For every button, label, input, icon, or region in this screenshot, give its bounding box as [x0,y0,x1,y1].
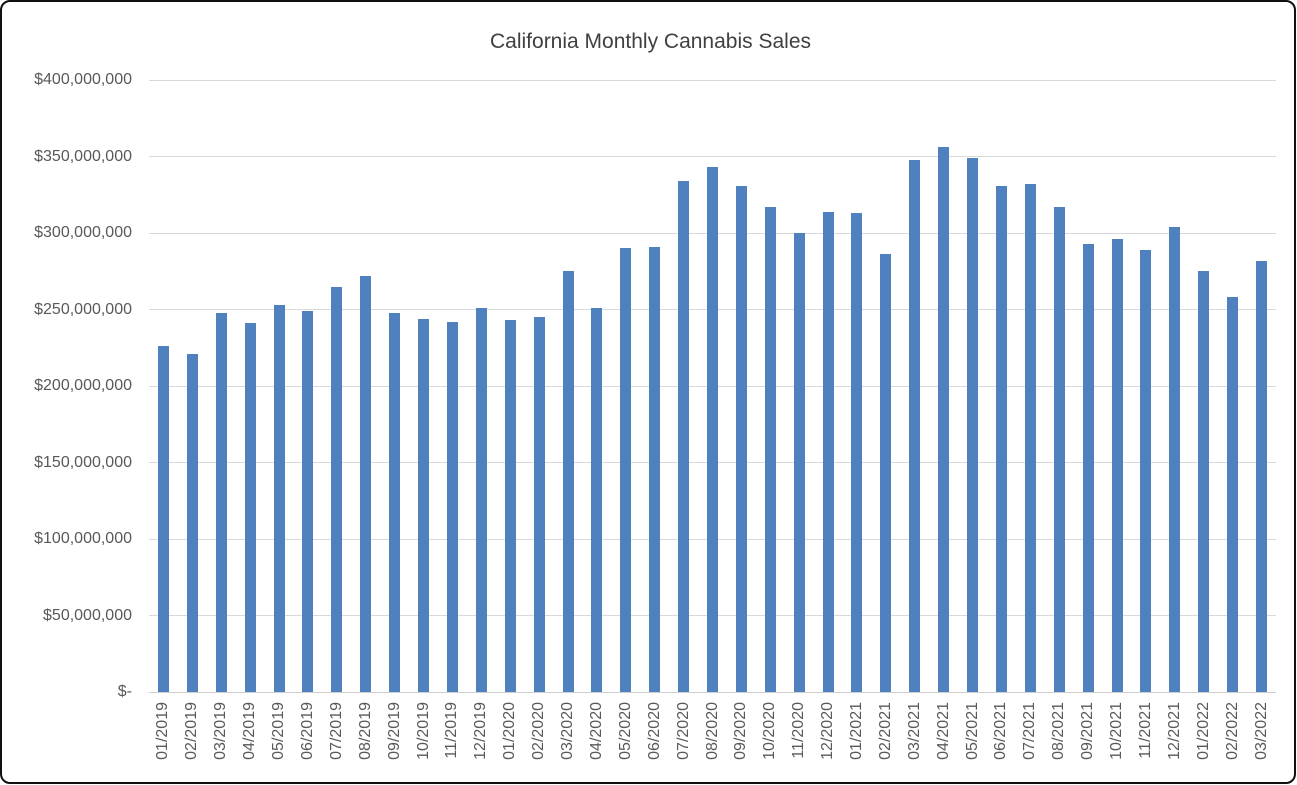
bar-02-2020 [533,317,545,692]
x-axis-tick-label: 07/2021 [1021,702,1039,760]
y-axis-tick-label: $400,000,000 [34,71,132,88]
x-axis-tick-label: 08/2019 [356,702,374,760]
x-axis-tick-label: 03/2020 [559,702,576,760]
bar-10-2020 [764,207,776,692]
bar-11-2021 [1140,249,1152,692]
bar-10-2021 [1111,239,1123,692]
bar-04-2021 [938,147,950,692]
x-axis-tick-label: 12/2021 [1165,702,1183,760]
x-axis-tick-label: 04/2020 [587,702,605,760]
x-axis-tick-label: 04/2019 [241,702,259,760]
x-axis-tick-label: 01/2019 [154,702,172,760]
bar-03-2020 [562,271,574,692]
bar-12-2019 [475,307,487,692]
x-axis-tick-label: 03/2019 [212,702,230,760]
x-axis-tick-label: 02/2020 [530,702,548,760]
x-axis-tick-label: 02/2022 [1223,702,1241,760]
y-axis-tick-label: $350,000,000 [34,147,132,165]
gridline-400000000 [149,79,1276,81]
bar-08-2020 [707,167,718,692]
y-axis-tick-label: $150,000,000 [34,453,132,471]
x-axis-tick-label: 11/2020 [790,702,808,759]
x-axis-tick-label: 08/2021 [1050,702,1068,760]
bar-01-2021 [851,213,863,692]
x-axis-tick-label: 06/2021 [992,702,1010,760]
bar-01-2022 [1198,271,1210,692]
bar-02-2021 [880,254,892,692]
x-axis-tick-label: 05/2019 [270,702,288,760]
chart-title: California Monthly Cannabis Sales [490,30,811,53]
y-axis-tick-label: $100,000,000 [34,530,132,547]
gridline-350000000 [149,156,1276,157]
bar-02-2022 [1227,297,1239,692]
bar-12-2020 [822,211,834,692]
bar-07-2020 [678,180,690,692]
x-axis-tick-label: 02/2021 [876,702,894,760]
y-axis-tick-label: $200,000,000 [34,377,132,394]
bar-08-2019 [360,275,372,692]
bar-01-2020 [504,320,516,692]
bar-07-2019 [331,286,343,692]
x-axis-tick-label: 10/2020 [761,702,779,760]
y-axis-tick-label: $250,000,000 [34,300,132,318]
bar-09-2019 [389,312,401,692]
bar-06-2021 [995,185,1007,692]
x-axis-tick-label: 07/2019 [327,702,345,760]
x-axis-tick-label: 12/2020 [819,702,837,760]
x-axis-tick-label: 01/2022 [1194,702,1212,760]
bar-12-2021 [1169,226,1181,692]
bar-09-2020 [735,185,747,692]
x-axis-tick-label: 08/2020 [703,702,721,760]
plot-area [149,79,1276,693]
x-axis-tick-label: 07/2020 [674,702,692,760]
x-axis-tick-label: 01/2021 [847,702,865,760]
bar-05-2019 [273,304,285,692]
x-axis-tick-label: 05/2021 [963,702,981,760]
bar-11-2019 [446,321,458,692]
x-axis-line [149,692,1276,693]
bar-06-2019 [302,311,314,692]
x-axis-tick-label: 05/2020 [616,702,634,760]
bar-06-2020 [649,246,661,692]
y-axis-tick-label: $50,000,000 [43,606,132,624]
x-axis-tick-label: 11/2019 [443,702,461,759]
bar-10-2019 [418,318,430,692]
bar-07-2021 [1024,184,1036,692]
bar-02-2019 [186,353,198,692]
x-axis-tick-label: 01/2020 [501,702,519,760]
x-axis-tick-label: 10/2021 [1108,702,1126,760]
x-axis-tick-label: 04/2021 [934,702,952,760]
x-axis-tick-label: 03/2021 [905,702,923,760]
x-axis-tick-label: 12/2019 [472,702,490,760]
bar-05-2020 [620,248,632,692]
x-axis-tick-label: 02/2019 [183,702,201,760]
x-axis-tick-label: 10/2019 [414,702,432,760]
x-axis-tick-label: 09/2021 [1079,702,1097,760]
bar-01-2019 [157,346,169,692]
x-axis-tick-label: 06/2020 [645,702,663,760]
x-axis-tick-label: 06/2019 [298,702,316,760]
bar-04-2020 [591,307,603,692]
bar-03-2022 [1256,260,1268,692]
bar-04-2019 [244,323,256,692]
bar-05-2021 [967,158,979,692]
bar-03-2019 [215,312,227,692]
bar-03-2021 [909,159,921,692]
x-axis-tick-label: 09/2019 [385,702,403,760]
x-axis-tick-label: 09/2020 [732,702,750,760]
bar-08-2021 [1053,207,1065,692]
bar-09-2021 [1082,243,1094,692]
x-axis-tick-label: 11/2021 [1136,702,1154,759]
bar-11-2020 [793,233,805,692]
x-axis-tick-label: 03/2022 [1252,702,1270,760]
y-axis-tick-label: $300,000,000 [34,224,132,241]
y-axis-tick-label: $- [117,683,132,700]
